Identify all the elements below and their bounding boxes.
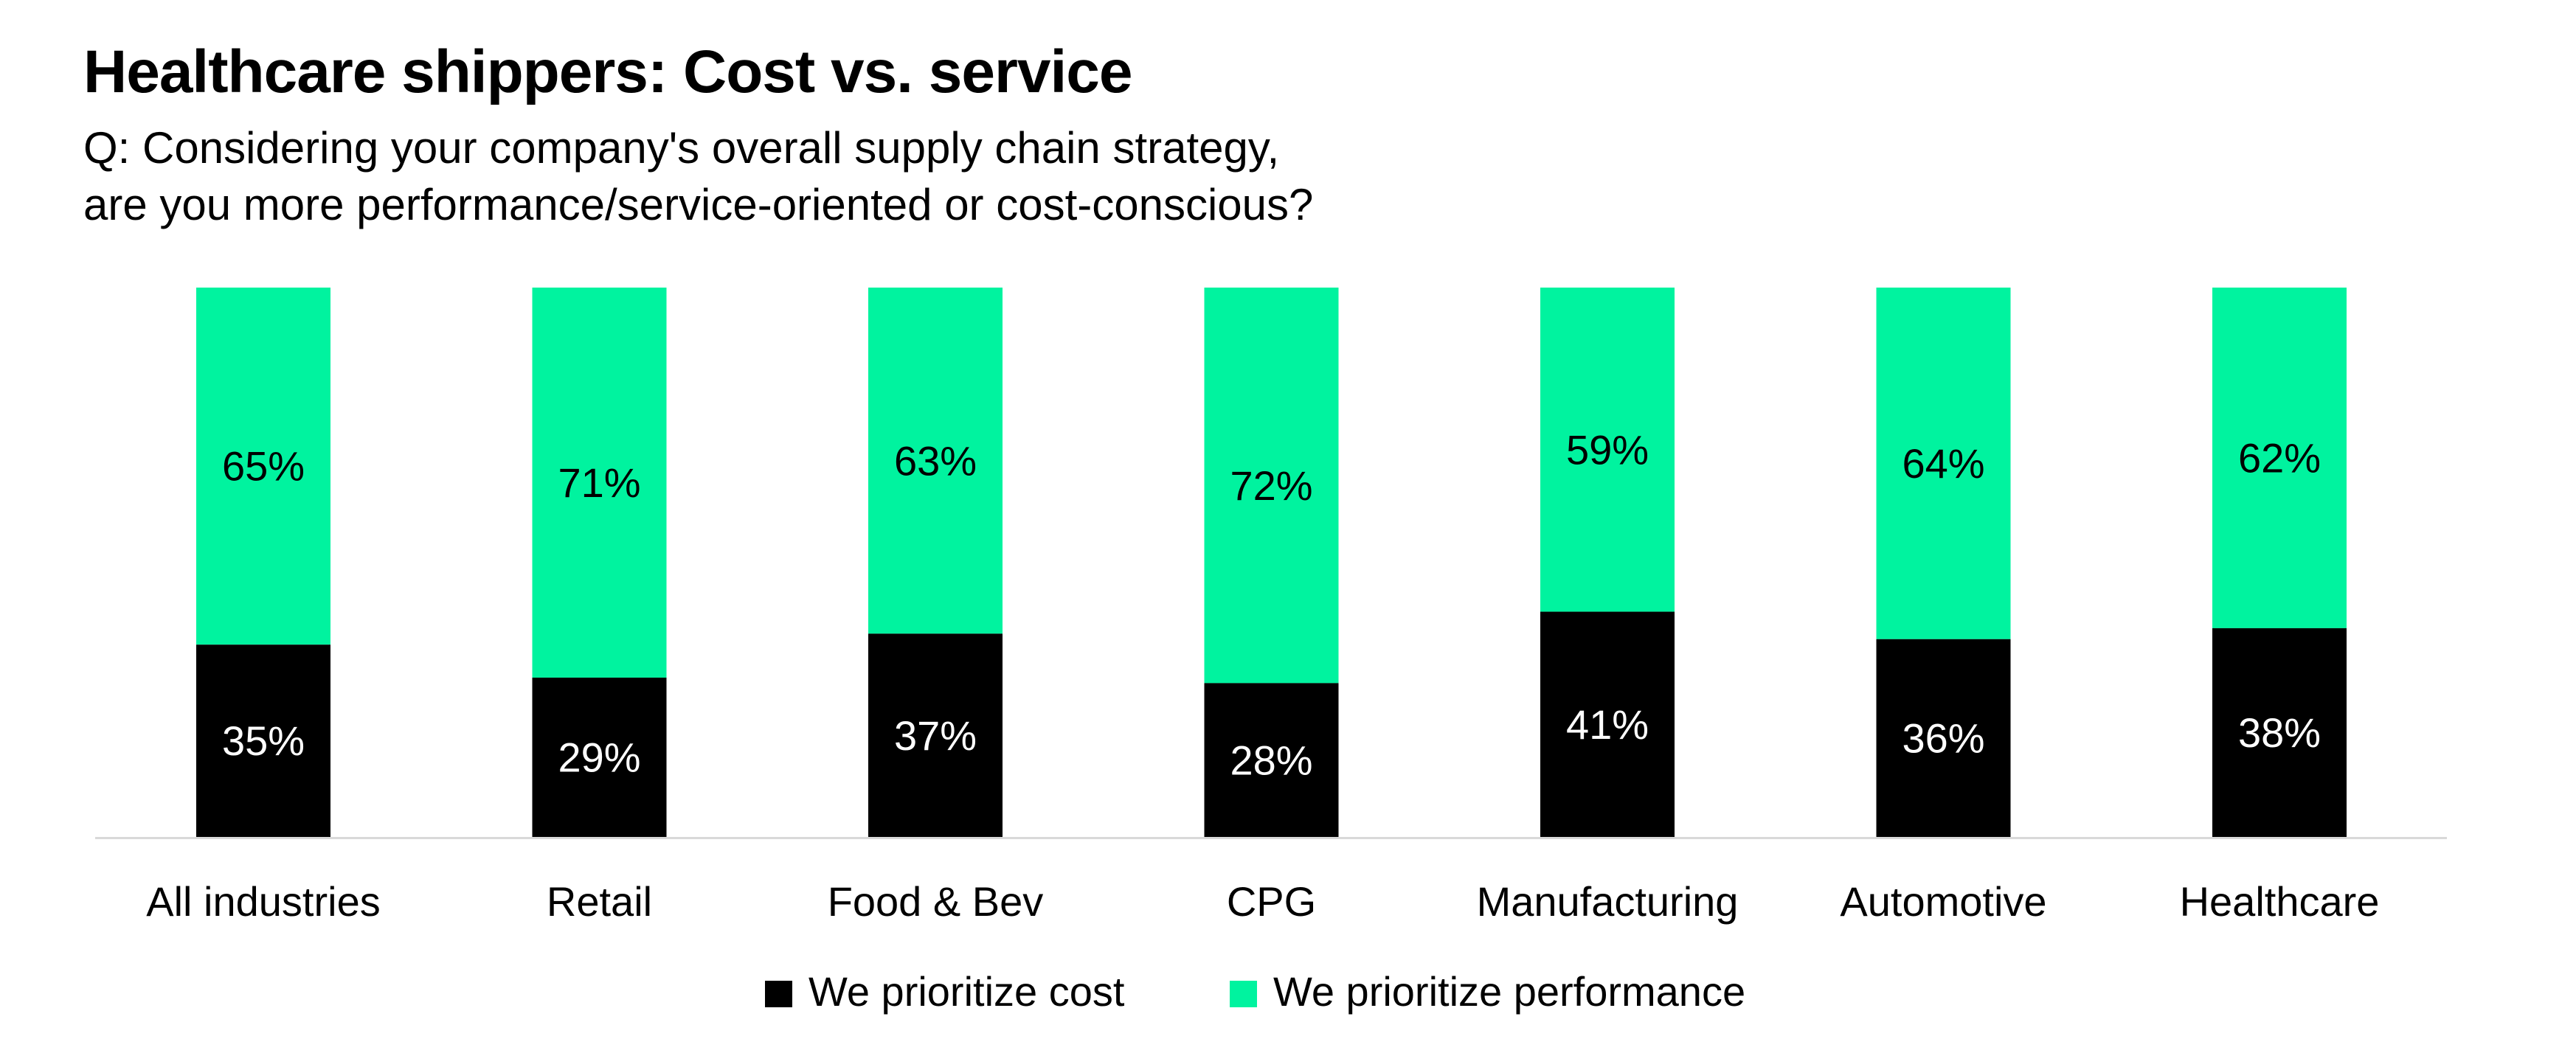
bar-segment-performance	[1876, 288, 2011, 639]
bar-segment-cost	[196, 644, 330, 837]
data-label-performance: 59%	[1566, 426, 1649, 473]
bar-segment-performance	[1204, 288, 1339, 684]
legend: We prioritize cost We prioritize perform…	[0, 968, 2576, 1015]
data-label-performance: 64%	[1902, 440, 1984, 487]
data-label-cost: 28%	[1230, 737, 1312, 783]
data-label-performance: 63%	[894, 437, 977, 484]
bar-segment-cost	[1876, 639, 2011, 837]
bar-segment-performance	[868, 288, 1003, 634]
legend-item-performance: We prioritize performance	[1230, 968, 1746, 1015]
data-label-performance: 71%	[558, 459, 640, 506]
bar-segment-performance	[532, 288, 667, 678]
chart-title: Healthcare shippers: Cost vs. service	[83, 38, 1132, 105]
bar-segment-performance	[1540, 288, 1675, 612]
legend-swatch-cost	[765, 981, 792, 1007]
bar-segment-cost	[2212, 628, 2347, 837]
legend-item-cost: We prioritize cost	[765, 968, 1125, 1015]
bar-segment-performance	[196, 288, 330, 645]
data-label-performance: 62%	[2238, 435, 2321, 482]
data-label-performance: 72%	[1230, 462, 1312, 509]
data-label-cost: 36%	[1902, 715, 1984, 762]
data-label-performance: 65%	[222, 443, 305, 490]
data-label-cost: 38%	[2238, 709, 2321, 756]
bar-segment-cost	[1204, 683, 1339, 837]
x-tick-label: All industries	[146, 878, 380, 925]
legend-label-cost: We prioritize cost	[809, 968, 1125, 1015]
bar-segment-cost	[1540, 611, 1675, 837]
bar-segment-performance	[2212, 288, 2347, 628]
subtitle-line-2: are you more performance/service-oriente…	[83, 180, 1314, 229]
x-tick-label: Retail	[547, 878, 652, 925]
x-axis-line	[95, 837, 2447, 839]
x-tick-label: CPG	[1227, 878, 1316, 925]
x-tick-label: Manufacturing	[1477, 878, 1739, 925]
x-tick-label: Healthcare	[2180, 878, 2380, 925]
chart-subtitle: Q: Considering your company's overall su…	[83, 119, 1313, 233]
legend-label-performance: We prioritize performance	[1273, 968, 1746, 1015]
legend-swatch-performance	[1230, 981, 1257, 1007]
subtitle-line-1: Q: Considering your company's overall su…	[83, 123, 1280, 173]
bar-segment-cost	[532, 677, 667, 837]
x-tick-label: Automotive	[1840, 878, 2046, 925]
bar-segment-cost	[868, 633, 1003, 837]
data-label-cost: 41%	[1566, 701, 1649, 748]
x-tick-label: Food & Bev	[828, 878, 1044, 925]
data-label-cost: 29%	[558, 734, 640, 781]
data-label-cost: 35%	[222, 717, 305, 764]
data-label-cost: 37%	[894, 712, 977, 759]
